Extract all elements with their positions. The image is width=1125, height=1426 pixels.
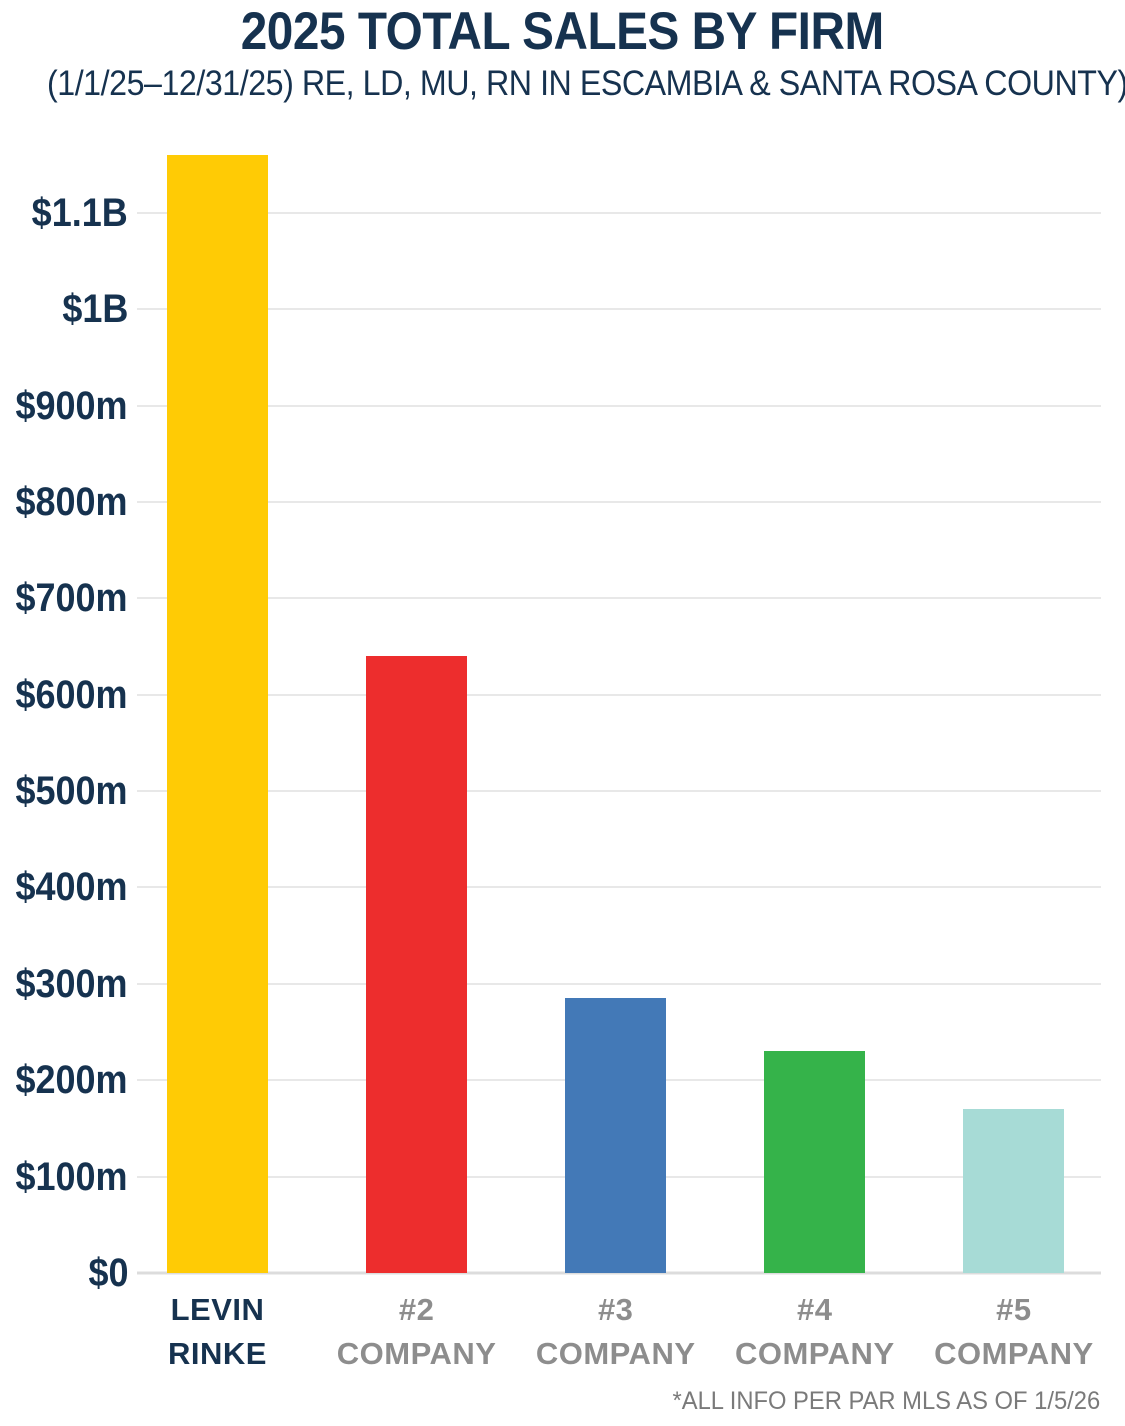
bar-levin-rinke	[167, 155, 268, 1273]
gridline-900m	[137, 404, 1101, 407]
gridline-400m	[137, 886, 1101, 889]
y-tick-label-100m: $100m	[15, 1154, 128, 1199]
bar-series	[140, 155, 1101, 1273]
x-axis-baseline	[137, 1271, 1101, 1275]
x-tick-label-levin-rinke: LEVIN RINKE	[168, 1292, 267, 1371]
gridline-300m	[137, 982, 1101, 985]
gridline-1b	[137, 308, 1101, 311]
gridline-700m	[137, 597, 1101, 600]
y-tick-label-800m: $800m	[15, 479, 128, 524]
y-tick-label-900m: $900m	[15, 383, 128, 428]
gridline-800m	[137, 500, 1101, 503]
y-tick-label-200m: $200m	[15, 1058, 128, 1103]
y-tick-label-1b: $1B	[61, 287, 128, 332]
chart-subtitle: (1/1/25–12/31/25) RE, LD, MU, RN IN ESCA…	[0, 62, 1125, 106]
chart-title: 2025 TOTAL SALES BY FIRM	[0, 0, 1125, 64]
y-tick-label-400m: $400m	[15, 865, 128, 910]
x-tick-label-3-company: #3 COMPANY	[535, 1292, 696, 1371]
gridline-500m	[137, 790, 1101, 793]
bar-3-company	[565, 998, 667, 1273]
bar-2-company	[366, 656, 468, 1273]
bar-5-company	[963, 1109, 1065, 1273]
chart-title-text: 2025 TOTAL SALES BY FIRM	[240, 2, 885, 61]
gridline-1-1b	[137, 211, 1101, 214]
y-tick-label-300m: $300m	[15, 961, 128, 1006]
bar-4-company	[764, 1051, 866, 1273]
footnote: *ALL INFO PER PAR MLS AS OF 1/5/26	[672, 1387, 1100, 1415]
y-tick-label-500m: $500m	[15, 769, 128, 814]
y-tick-label-0: $0	[87, 1251, 128, 1295]
x-tick-label-2-company: #2 COMPANY	[336, 1292, 497, 1371]
x-tick-label-5-company: #5 COMPANY	[934, 1292, 1094, 1371]
y-tick-label-600m: $600m	[15, 672, 128, 717]
y-tick-label-1-1b: $1.1B	[31, 190, 128, 235]
y-axis: $1.1B $1B $900m $800m $700m $600m $500m $400m $3…	[0, 0, 128, 1426]
y-tick-label-700m: $700m	[15, 576, 128, 621]
chart-subtitle-text: (1/1/25–12/31/25) RE, LD, MU, RN IN ESCA…	[46, 64, 1125, 103]
x-tick-label-4-company: #4 COMPANY	[734, 1292, 895, 1371]
gridline-600m	[137, 693, 1101, 696]
